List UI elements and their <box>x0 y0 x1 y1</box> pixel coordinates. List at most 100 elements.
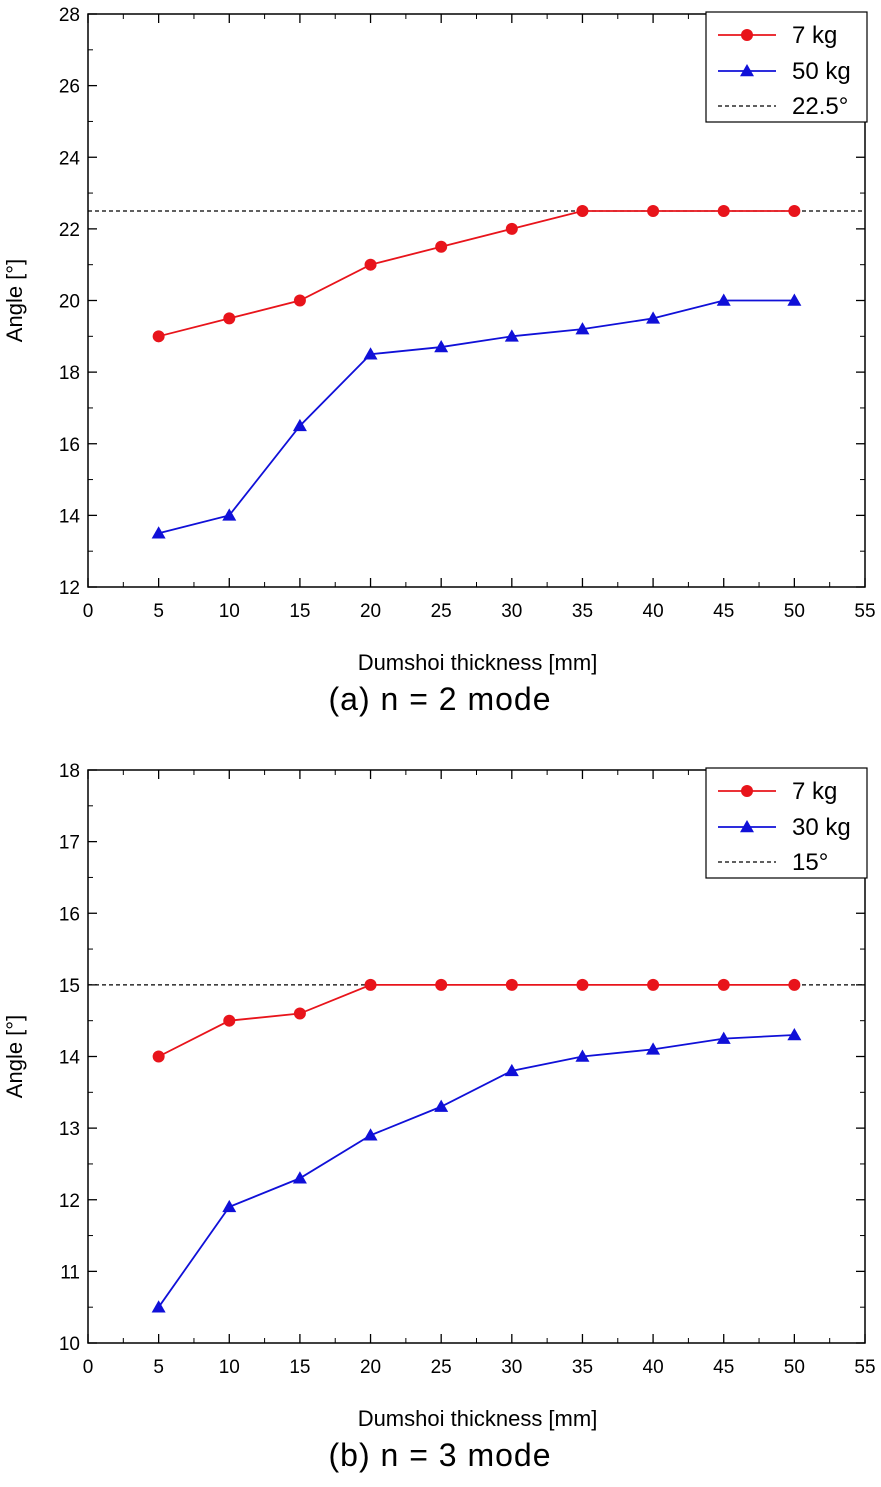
legend: 7 kg 50 kg 22.5° <box>705 11 868 123</box>
legend-marker-triangle <box>740 820 754 833</box>
data-point-circle <box>647 204 660 217</box>
legend: 7 kg 30 kg 15° <box>705 767 868 879</box>
y-tick-label: 20 <box>59 292 80 313</box>
x-tick-label: 25 <box>431 1357 452 1378</box>
data-point-triangle <box>716 1031 731 1044</box>
data-point-circle <box>717 978 730 991</box>
y-tick-label: 12 <box>59 1191 80 1212</box>
data-point-triangle <box>222 508 237 521</box>
legend-label: 15° <box>792 849 828 876</box>
data-point-triangle <box>646 311 661 324</box>
legend-marker-circle <box>741 29 753 41</box>
chart-caption: (a) n = 2 mode <box>329 681 552 717</box>
y-tick-label: 14 <box>59 1048 81 1069</box>
y-tick-label: 12 <box>59 578 80 599</box>
data-point-circle <box>505 978 518 991</box>
data-point-triangle <box>434 1099 449 1112</box>
data-point-circle <box>364 978 377 991</box>
data-point-circle <box>435 240 448 253</box>
x-tick-label: 30 <box>501 1357 522 1378</box>
x-tick-label: 0 <box>83 1357 94 1378</box>
data-point-circle <box>576 978 589 991</box>
x-tick-label: 50 <box>784 601 805 622</box>
legend-box <box>705 11 868 123</box>
y-axis-label: Angle [°] <box>2 1015 27 1098</box>
data-point-circle <box>152 1050 165 1063</box>
legend-marker-triangle <box>740 64 754 77</box>
data-point-circle <box>717 204 730 217</box>
x-tick-label: 20 <box>360 601 381 622</box>
data-point-triangle <box>434 340 449 353</box>
data-point-circle <box>364 258 377 271</box>
data-point-circle <box>223 1014 236 1027</box>
chart-caption: (b) n = 3 mode <box>329 1437 552 1473</box>
x-tick-label: 30 <box>501 601 522 622</box>
data-point-triangle <box>363 1128 378 1141</box>
x-axis-label: Dumshoi thickness [mm] <box>358 1406 598 1431</box>
series-line-1 <box>157 1034 795 1308</box>
y-tick-label: 28 <box>59 5 80 26</box>
y-tick-label: 16 <box>59 435 80 456</box>
x-tick-label: 40 <box>643 1357 664 1378</box>
data-point-triangle <box>646 1042 661 1055</box>
legend-label: 7 kg <box>792 22 837 49</box>
x-tick-label: 50 <box>784 1357 805 1378</box>
y-axis-label: Angle [°] <box>2 259 27 342</box>
y-tick-label: 18 <box>59 761 80 782</box>
x-tick-label: 5 <box>153 601 164 622</box>
data-point-triangle <box>222 1199 237 1213</box>
chart-panel-b: 0 5 10 15 20 25 30 35 40 45 50 55 10 11 12 13 14 15 16 17 18… <box>0 756 881 1473</box>
legend-box <box>705 767 868 879</box>
data-point-triangle <box>504 1063 519 1077</box>
y-tick-label: 26 <box>59 77 80 98</box>
x-tick-label: 10 <box>219 1357 240 1378</box>
x-tick-label: 15 <box>289 1357 310 1378</box>
data-point-triangle <box>716 293 731 306</box>
data-point-triangle <box>151 526 166 539</box>
series-line-1 <box>158 299 795 535</box>
data-point-triangle <box>787 293 802 306</box>
data-point-circle <box>788 204 801 217</box>
x-tick-label: 10 <box>219 601 240 622</box>
y-tick-label: 17 <box>59 833 80 854</box>
x-tick-label: 45 <box>713 1357 734 1378</box>
chart-panel-a: 0 5 10 15 20 25 30 35 40 45 50 55 12 14 16 18 20 22 24 26 28… <box>0 0 881 717</box>
line-chart-n3: 0 5 10 15 20 25 30 35 40 45 50 55 10 11 12 13 14 15 16 17 18… <box>2 761 876 1473</box>
y-tick-label: 16 <box>59 904 80 925</box>
data-point-triangle <box>363 347 378 360</box>
data-point-triangle <box>504 329 519 342</box>
data-point-circle <box>223 312 236 325</box>
y-tick-label: 14 <box>59 506 81 527</box>
data-point-circle <box>505 222 518 235</box>
x-tick-label: 20 <box>360 1357 381 1378</box>
y-tick-label: 13 <box>59 1119 80 1140</box>
x-tick-label: 55 <box>854 601 875 622</box>
series-line-0 <box>158 983 795 1058</box>
x-tick-label: 5 <box>153 1357 164 1378</box>
data-point-circle <box>293 294 306 307</box>
y-tick-label: 11 <box>60 1262 80 1283</box>
data-point-triangle <box>292 1171 307 1184</box>
data-point-circle <box>647 978 660 991</box>
series-line-0 <box>158 210 795 338</box>
y-tick-label: 18 <box>59 363 80 384</box>
x-tick-label: 15 <box>289 601 310 622</box>
data-point-triangle <box>575 1049 590 1062</box>
line-chart-n2: 0 5 10 15 20 25 30 35 40 45 50 55 12 14 16 18 20 22 24 26 28… <box>2 5 876 717</box>
legend-label: 30 kg <box>792 814 851 841</box>
legend-label: 50 kg <box>792 58 851 85</box>
legend-label: 7 kg <box>792 778 837 805</box>
data-point-triangle <box>292 418 307 432</box>
y-tick-label: 10 <box>59 1334 80 1355</box>
x-tick-label: 35 <box>572 601 593 622</box>
data-point-circle <box>576 204 589 217</box>
y-tick-label: 15 <box>59 976 80 997</box>
x-tick-label: 40 <box>643 601 664 622</box>
x-axis-label: Dumshoi thickness [mm] <box>358 650 598 675</box>
data-point-triangle <box>787 1028 802 1041</box>
data-point-circle <box>788 978 801 991</box>
x-tick-label: 25 <box>431 601 452 622</box>
legend-marker-circle <box>741 785 753 797</box>
x-tick-label: 55 <box>854 1357 875 1378</box>
x-tick-label: 45 <box>713 601 734 622</box>
